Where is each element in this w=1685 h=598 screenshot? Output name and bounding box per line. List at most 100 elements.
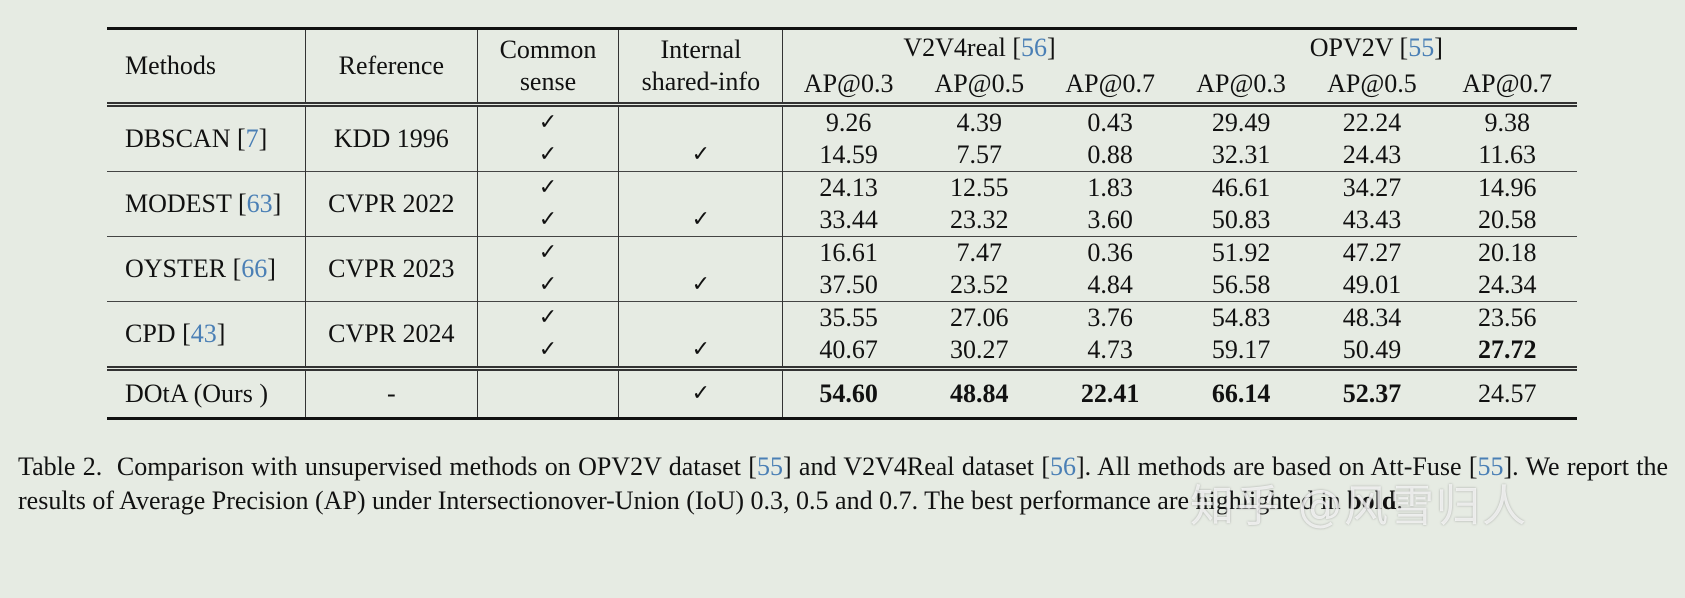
check-icon	[477, 368, 620, 419]
value-cell-best: 27.72	[1477, 335, 1537, 364]
value-cell: 24.57	[1477, 379, 1537, 408]
value-cell: 3.60	[1087, 205, 1133, 234]
citation-link[interactable]: 55	[1408, 33, 1435, 62]
value-cell: 46.61	[1211, 173, 1271, 202]
venue-cell: CVPR 2023	[305, 236, 478, 302]
value-cell: 30.27	[950, 335, 1009, 364]
value-cell: 9.38	[1484, 108, 1530, 137]
results-table: Methods Reference Common sense Internal …	[107, 27, 1577, 420]
value-cell: 0.88	[1087, 140, 1133, 169]
value-cell: 24.13	[819, 173, 878, 202]
header-metric: AP@0.5	[934, 69, 1025, 98]
header-opv2v: OPV2V [55]	[1309, 33, 1443, 62]
venue-cell: CVPR 2022	[305, 171, 478, 237]
value-cell: 43.43	[1342, 205, 1402, 234]
value-cell: 47.27	[1342, 238, 1402, 267]
value-cell: 56.58	[1211, 270, 1271, 299]
header-internal-shared-info: Internal shared-info	[618, 28, 784, 107]
value-cell-best: 22.41	[1080, 379, 1140, 408]
header-common-sense: Common sense	[477, 28, 620, 107]
header-row-2: AP@0.3 AP@0.5 AP@0.7 AP@0.3 AP@0.5 AP@0.…	[107, 66, 1577, 105]
watermark: 知乎 @风雪归人	[1190, 481, 1528, 532]
check-icon: ✓	[618, 204, 784, 237]
value-cell: 27.06	[950, 303, 1009, 332]
table-row: ✓ ✓ 37.50 23.52 4.84 56.58 49.01 24.34	[107, 269, 1577, 302]
value-cell: 59.17	[1211, 335, 1271, 364]
value-cell-best: 52.37	[1342, 379, 1402, 408]
venue-cell: CVPR 2024	[305, 301, 478, 369]
value-cell: 50.49	[1342, 335, 1402, 364]
value-cell: 35.55	[819, 303, 878, 332]
citation-link[interactable]: 43	[190, 319, 217, 348]
method-cell: OYSTER [66]	[107, 236, 306, 302]
value-cell: 50.83	[1211, 205, 1271, 234]
check-icon: ✓	[477, 171, 620, 204]
value-cell: 9.26	[825, 108, 872, 137]
header-metric: AP@0.7	[1065, 69, 1156, 98]
value-cell: 4.39	[956, 108, 1003, 137]
table-caption: Table 2. Comparison with unsupervised me…	[18, 452, 1669, 515]
header-metric: AP@0.3	[803, 69, 894, 98]
check-icon: ✓	[477, 104, 620, 139]
venue-cell: -	[305, 368, 478, 419]
method-cell: DBSCAN [7]	[107, 104, 306, 172]
table-row: DBSCAN [7] KDD 1996 ✓ 9.26 4.39 0.43 29.…	[107, 104, 1577, 172]
check-icon: ✓	[477, 269, 620, 302]
citation-link[interactable]: 7	[245, 124, 259, 153]
check-icon	[618, 104, 784, 139]
value-cell: 33.44	[819, 205, 878, 234]
citation-link[interactable]: 56	[1021, 33, 1048, 62]
header-methods: Methods	[107, 28, 306, 107]
value-cell: 54.83	[1211, 303, 1271, 332]
check-icon: ✓	[477, 236, 620, 269]
value-cell: 7.57	[956, 140, 1003, 169]
header-row-1: Methods Reference Common sense Internal …	[107, 28, 1577, 107]
check-icon: ✓	[477, 334, 620, 369]
value-cell: 29.49	[1211, 108, 1271, 137]
value-cell: 51.92	[1211, 238, 1271, 267]
citation-link[interactable]: 55	[1477, 452, 1504, 481]
value-cell: 23.52	[950, 270, 1009, 299]
check-icon	[618, 301, 784, 334]
venue-cell: KDD 1996	[305, 104, 478, 172]
value-cell: 14.59	[819, 140, 878, 169]
value-cell: 22.24	[1342, 108, 1402, 137]
value-cell: 4.73	[1087, 335, 1133, 364]
method-cell: CPD [43]	[107, 301, 306, 369]
check-icon: ✓	[618, 139, 784, 172]
value-cell: 4.84	[1087, 270, 1133, 299]
value-cell: 12.55	[950, 173, 1009, 202]
table-row: OYSTER [66] CVPR 2023 ✓ 16.61 7.47 0.36 …	[107, 236, 1577, 302]
value-cell: 3.76	[1087, 303, 1133, 332]
value-cell: 16.61	[819, 238, 878, 267]
check-icon: ✓	[618, 269, 784, 302]
value-cell: 1.83	[1087, 173, 1133, 202]
value-cell: 34.27	[1342, 173, 1402, 202]
value-cell: 32.31	[1211, 140, 1271, 169]
check-icon	[618, 171, 784, 204]
value-cell: 24.34	[1477, 270, 1537, 299]
table-row-ours: DOtA (Ours ) - ✓ 54.60 48.84 22.41 66.14…	[107, 368, 1577, 419]
citation-link[interactable]: 55	[756, 452, 783, 481]
value-cell: 23.32	[950, 205, 1009, 234]
value-cell: 0.36	[1087, 238, 1133, 267]
value-cell: 48.34	[1342, 303, 1402, 332]
check-icon: ✓	[477, 204, 620, 237]
citation-link[interactable]: 66	[241, 254, 268, 283]
table-row: ✓ ✓ 33.44 23.32 3.60 50.83 43.43 20.58	[107, 204, 1577, 237]
caption-label: Table 2.	[18, 452, 103, 481]
header-reference: Reference	[305, 28, 478, 107]
method-cell: MODEST [63]	[107, 171, 306, 237]
value-cell: 20.58	[1477, 205, 1537, 234]
value-cell: 37.50	[819, 270, 878, 299]
check-icon: ✓	[618, 368, 784, 419]
value-cell: 0.43	[1087, 108, 1133, 137]
value-cell: 7.47	[956, 238, 1003, 267]
header-metric: AP@0.5	[1327, 69, 1417, 98]
check-icon	[618, 236, 784, 269]
header-v2v4real: V2V4real [56]	[903, 33, 1056, 62]
citation-link[interactable]: 63	[246, 189, 273, 218]
citation-link[interactable]: 56	[1050, 452, 1077, 481]
value-cell: 24.43	[1342, 140, 1402, 169]
header-metric: AP@0.3	[1196, 69, 1286, 98]
